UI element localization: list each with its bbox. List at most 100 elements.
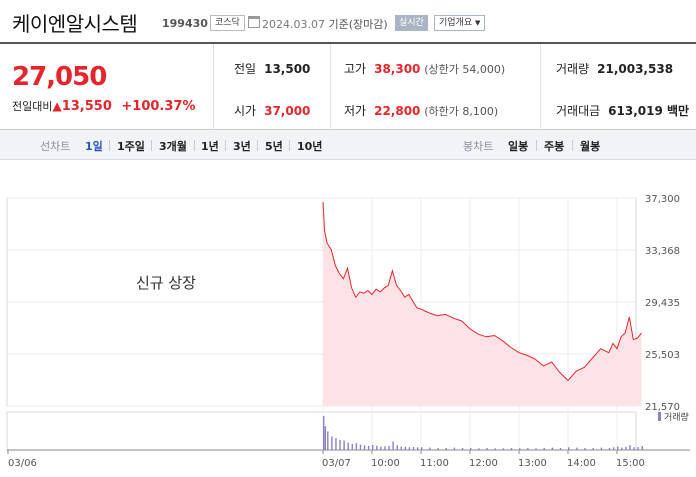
volume-bar: [633, 447, 635, 450]
stat-value: 21,003,538: [597, 62, 674, 76]
volume-bar: [535, 448, 537, 450]
volume-bar: [551, 447, 554, 450]
x-tick-label: 03/06: [8, 458, 37, 469]
y-tick-label: 21,570: [645, 402, 680, 413]
tab-divider: [109, 140, 110, 151]
volume-bar: [404, 446, 407, 450]
stat-amount: 거래대금 613,019 백만: [556, 102, 689, 119]
volume-bar: [568, 447, 570, 450]
line-chart-label: 선차트: [40, 140, 71, 153]
volume-bar: [408, 447, 411, 450]
company-info-dropdown[interactable]: 기업개요 ▼: [434, 15, 486, 31]
tab-1y[interactable]: 1년: [201, 140, 219, 153]
chart-canvas: 03/06 03/07 10:00 11:00 12:00 13:00 14:00 15:00…: [6, 194, 690, 469]
volume-bar: [421, 447, 423, 450]
stat-open: 시가 37,000: [234, 102, 310, 119]
volume-bar: [324, 426, 327, 450]
stat-label: 거래대금: [556, 104, 601, 118]
stock-header: 케이엔알시스템 199430 코스닥 2024.03.07 기준(장마감) 실시…: [0, 0, 696, 42]
market-badge: 코스닥: [210, 15, 245, 31]
volume-bar: [470, 447, 472, 450]
volume-bar: [396, 445, 398, 450]
price-line: [322, 201, 642, 382]
volume-bar: [347, 442, 349, 450]
price-chart[interactable]: 03/06 03/07 10:00 11:00 12:00 13:00 14:00 15:00…: [0, 160, 696, 477]
tab-3y[interactable]: 3년: [233, 140, 251, 153]
volume-bar: [461, 447, 464, 450]
x-tick-label: 03/07: [322, 458, 351, 469]
stat-label: 거래량: [556, 62, 590, 76]
volume-bar: [637, 446, 639, 450]
tab-10y[interactable]: 10년: [297, 140, 323, 153]
volume-bar: [416, 447, 419, 450]
volume-bar: [519, 448, 521, 450]
stat-prev-close: 전일 13,500: [234, 60, 310, 77]
x-tick-label: 10:00: [371, 458, 400, 469]
volume-bar: [380, 446, 382, 450]
tab-daily-candle[interactable]: 일봉: [508, 140, 529, 153]
tab-5y[interactable]: 5년: [265, 140, 283, 153]
current-price: 27,050: [12, 62, 107, 92]
volume-bar: [327, 431, 329, 450]
volume-bar: [625, 446, 627, 450]
stat-label: 시가: [234, 104, 257, 118]
x-tick-label: 13:00: [518, 458, 547, 469]
volume-bar: [527, 447, 529, 450]
realtime-button[interactable]: 실시간: [395, 15, 428, 31]
tab-monthly-candle[interactable]: 월봉: [580, 140, 601, 153]
volume-bar: [359, 444, 362, 450]
stat-volume: 거래량 21,003,538: [556, 60, 673, 77]
volume-bar: [429, 447, 431, 450]
volume-bar: [641, 445, 643, 450]
y-tick-label: 25,503: [645, 350, 680, 361]
stat-label: 고가: [344, 62, 367, 76]
volume-bar: [351, 443, 353, 450]
volume-panel-frame: [6, 411, 637, 451]
volume-bar: [335, 438, 337, 450]
volume-bar: [331, 436, 333, 450]
tab-divider: [257, 140, 258, 151]
chevron-down-icon: ▼: [475, 19, 481, 27]
tab-3m[interactable]: 3개월: [159, 140, 187, 153]
stat-value: 38,300: [374, 62, 421, 76]
volume-legend: 거래량: [658, 410, 689, 423]
stat-value: 13,500: [264, 62, 311, 76]
stock-code: 199430: [162, 17, 208, 30]
stat-label: 저가: [344, 104, 367, 118]
y-tick-label: 37,300: [645, 194, 680, 205]
tab-divider: [536, 140, 537, 151]
volume-bar: [478, 448, 480, 450]
divider: [540, 44, 541, 130]
volume-bar: [445, 447, 447, 450]
tab-divider: [194, 140, 195, 151]
x-tick-label: 15:00: [616, 458, 645, 469]
volume-bar: [384, 446, 386, 450]
volume-bar: [600, 447, 603, 450]
change-label: 전일대비: [12, 100, 53, 113]
tab-1d[interactable]: 1일: [85, 140, 103, 153]
stat-value: 613,019 백만: [608, 104, 690, 118]
volume-bar: [388, 445, 390, 450]
x-tick-label: 14:00: [567, 458, 596, 469]
volume-bar: [376, 445, 378, 450]
volume-bar: [608, 447, 611, 450]
tab-divider: [289, 140, 290, 151]
volume-bar: [400, 446, 402, 450]
stat-label: 전일: [234, 62, 257, 76]
tab-weekly-candle[interactable]: 주봉: [544, 140, 565, 153]
volume-legend-swatch: [658, 412, 661, 421]
volume-bar: [502, 448, 505, 450]
stat-high: 고가 38,300 (상한가 54,000): [344, 60, 505, 77]
company-info-label: 기업개요: [439, 18, 473, 28]
tab-1w[interactable]: 1주일: [117, 140, 145, 153]
volume-bar: [343, 440, 345, 450]
x-tick-label: 11:00: [420, 458, 449, 469]
volume-bar: [576, 447, 578, 450]
stat-low: 저가 22,800 (하한가 8,100): [344, 102, 498, 119]
volume-bar: [372, 444, 374, 450]
volume-bar: [392, 441, 394, 450]
x-tick-label: 12:00: [469, 458, 498, 469]
up-triangle-icon: ▲: [52, 99, 62, 113]
volume-bar: [494, 448, 496, 450]
volume-bar: [437, 447, 439, 450]
